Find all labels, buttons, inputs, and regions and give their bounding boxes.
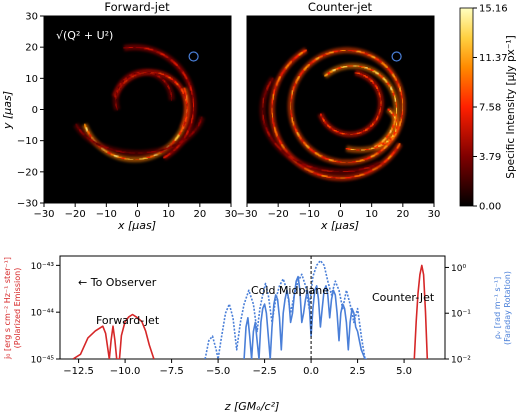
counter-jet-xlabel: x [μas] xyxy=(320,219,359,232)
forward-jet-xtick-label: −30 xyxy=(33,209,54,220)
faraday-rotation-series-line xyxy=(204,259,366,359)
line-chart-series xyxy=(72,259,429,359)
counter-jet-xtick-label: −10 xyxy=(299,209,320,220)
colorbar-ticks: 15.16 11.37 7.58 3.79 0.00 xyxy=(459,4,508,213)
forward-jet-ytick-label: 10 xyxy=(25,74,38,85)
colorbar-tick-label: 15.16 xyxy=(479,4,508,15)
line-chart-axes: −12.5 −10.0 −7.5 −5.0 −2.5 0.0 2.5 5.0 10⁻⁴⁵ 10⁻⁴… xyxy=(31,262,472,377)
counter-jet-xtick-label: 20 xyxy=(396,209,409,220)
forward-jet-xlabel: x [μas] xyxy=(117,219,156,232)
polarized-emission-series-line xyxy=(72,313,155,359)
forward-jet-xtick-label: −10 xyxy=(96,209,117,220)
counter-jet-ring-segment xyxy=(386,108,391,112)
line-chart-xlabel: z [GMₒ/c²] xyxy=(224,400,280,413)
colorbar-gradient xyxy=(460,8,473,206)
left-ytick-label: 10⁻⁴⁵ xyxy=(31,356,55,366)
colorbar-tick-label: 0.00 xyxy=(479,202,501,213)
forward-jet-ylabel: y [μas] xyxy=(1,91,14,130)
line-chart-xtick-label: 5.0 xyxy=(396,366,412,377)
line-chart-frame xyxy=(59,255,446,360)
to-observer-annotation: ← To Observer xyxy=(78,276,157,289)
forward-jet-annotation: Forward-Jet xyxy=(96,314,160,327)
forward-jet-ring-segment xyxy=(200,116,203,121)
left-ytick-label: 10⁻⁴³ xyxy=(31,262,55,272)
counter-jet-ring-segment xyxy=(396,142,401,149)
colorbar-tick-label: 3.79 xyxy=(479,152,501,163)
forward-jet-marker-circle xyxy=(188,51,199,62)
forward-jet-image xyxy=(44,16,231,203)
faraday-rotation-series-line xyxy=(243,275,367,359)
line-chart-xtick-label: −5.0 xyxy=(206,366,230,377)
counter-jet-annotation: Counter-Jet xyxy=(372,291,435,304)
forward-jet-axes: −30 −20 −10 0 10 20 30 30 20 10 0 −10 −20 −30 xyxy=(17,12,237,221)
counter-jet-xtick-label: −20 xyxy=(268,209,289,220)
forward-jet-xtick-label: 0 xyxy=(134,209,140,220)
forward-jet-title: Forward-jet xyxy=(104,0,170,14)
forward-jet-ytick-label: −10 xyxy=(17,136,38,147)
colorbar: 15.16 11.37 7.58 3.79 0.00 Specific Intensit… xyxy=(459,4,517,213)
colorbar-label: Specific Intensity [μJy px⁻¹] xyxy=(505,35,517,178)
right-ylabel-sub: (Faraday Rotation) xyxy=(503,271,512,345)
line-chart-xtick-label: 2.5 xyxy=(350,366,366,377)
forward-jet-xtick-label: 30 xyxy=(225,209,238,220)
line-chart-xtick-label: −2.5 xyxy=(252,366,276,377)
forward-jet-ring-segment xyxy=(115,106,119,111)
right-ylabel: ρᵥ [rad m⁻¹ s⁻¹] xyxy=(493,277,502,339)
line-chart-xtick-label: 0.0 xyxy=(303,366,319,377)
counter-jet-xtick-label: 30 xyxy=(428,209,441,220)
left-ylabel: j₀ [erg s cm⁻² Hz⁻¹ ster⁻¹] xyxy=(3,257,12,360)
right-ytick-label: 10⁰ xyxy=(451,264,466,274)
forward-jet-xtick-label: 20 xyxy=(193,209,206,220)
left-ytick-label: 10⁻⁴⁴ xyxy=(31,309,55,319)
counter-jet-image xyxy=(247,16,434,203)
line-chart-xtick-label: −12.5 xyxy=(63,366,94,377)
cold-midplane-annotation: Cold Midplane xyxy=(251,284,329,297)
colorbar-tick-label: 7.58 xyxy=(479,103,501,114)
counter-jet-title: Counter-jet xyxy=(308,0,373,14)
counter-jet-marker-circle xyxy=(391,51,402,62)
right-ytick-label: 10⁻² xyxy=(451,356,471,366)
line-chart-panel: −12.5 −10.0 −7.5 −5.0 −2.5 0.0 2.5 5.0 10⁻⁴⁵ 10⁻⁴… xyxy=(3,255,512,413)
counter-jet-rings xyxy=(259,47,406,182)
forward-jet-panel: Forward-jet √(Q² + U²) −30 −20 −10 0 10 20 30 3… xyxy=(1,0,237,232)
forward-jet-ytick-label: −20 xyxy=(17,167,38,178)
forward-jet-rings xyxy=(73,44,205,163)
counter-jet-ring-segment xyxy=(323,73,329,78)
forward-jet-ytick-label: 30 xyxy=(25,12,38,23)
forward-jet-ytick-label: −30 xyxy=(17,199,38,210)
line-chart-xtick-label: −10.0 xyxy=(110,366,141,377)
counter-jet-ring-segment xyxy=(373,162,381,167)
counter-jet-axes: −30 −20 −10 0 10 20 30 xyxy=(236,15,441,220)
forward-jet-formula-label: √(Q² + U²) xyxy=(56,29,113,42)
right-ytick-label: 10⁻¹ xyxy=(451,310,471,320)
counter-jet-xtick-label: −30 xyxy=(236,209,257,220)
counter-jet-panel: Counter-jet −30 −20 −10 0 10 20 30 x [μas] xyxy=(236,0,440,232)
counter-jet-xtick-label: 10 xyxy=(365,209,378,220)
line-chart-xtick-label: −7.5 xyxy=(159,366,183,377)
counter-jet-xtick-label: 0 xyxy=(337,209,343,220)
forward-jet-xtick-label: 10 xyxy=(162,209,175,220)
polarized-emission-series-line xyxy=(413,264,429,359)
forward-jet-ring-segment xyxy=(123,46,130,50)
forward-jet-ytick-label: 0 xyxy=(32,105,38,116)
colorbar-tick-label: 11.37 xyxy=(479,53,508,64)
left-ylabel-sub: (Polarized Emission) xyxy=(13,268,22,349)
forward-jet-xtick-label: −20 xyxy=(65,209,86,220)
forward-jet-ytick-label: 20 xyxy=(25,43,38,54)
